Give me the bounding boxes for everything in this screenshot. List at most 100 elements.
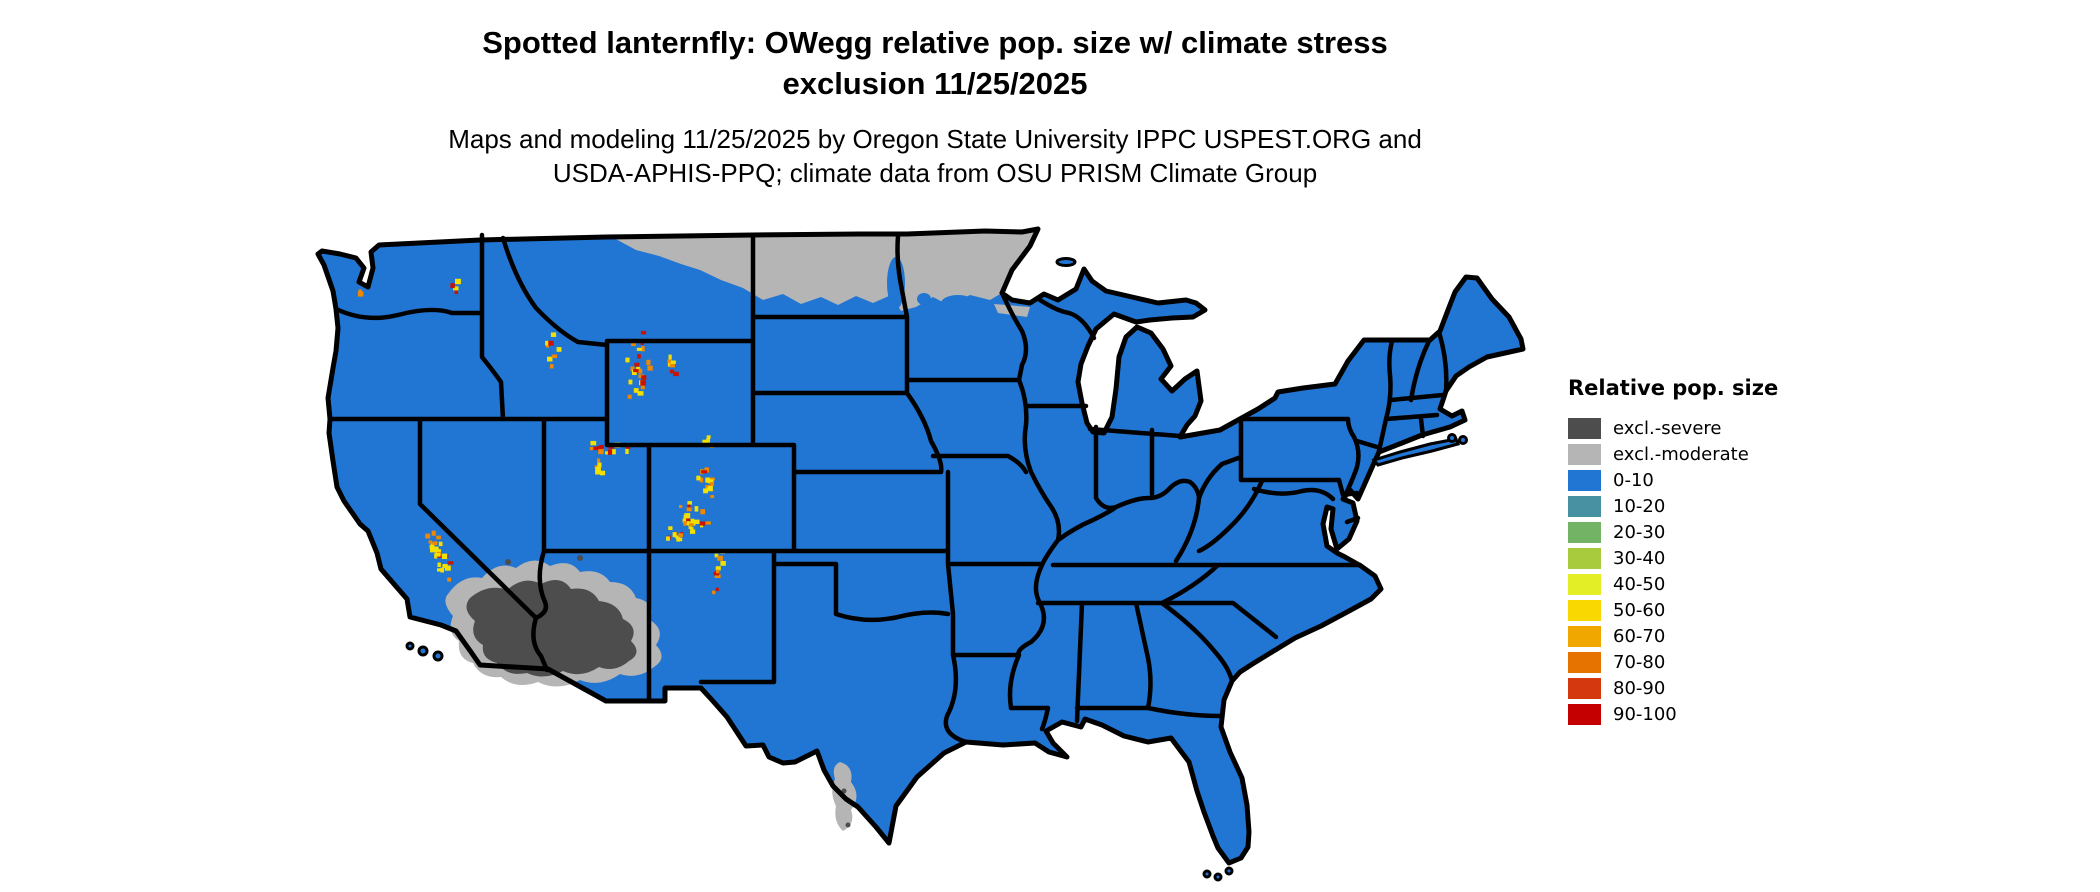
legend-item: 20-30 xyxy=(1568,519,1749,545)
hotspot-speckle xyxy=(605,451,611,455)
legend-item: 10-20 xyxy=(1568,493,1749,519)
hotspot-speckle xyxy=(600,470,606,476)
hotspot-speckle xyxy=(673,371,679,377)
hotspot-speckle xyxy=(666,536,670,541)
hotspot-speckle xyxy=(705,521,711,525)
exclusion-moderate-north-region xyxy=(612,229,1036,311)
hotspot-speckle xyxy=(713,571,720,576)
hotspot-speckle xyxy=(433,546,439,552)
hotspot-speckle xyxy=(441,553,448,559)
hotspot-speckle xyxy=(551,354,558,358)
hotspot-speckle xyxy=(430,547,436,553)
hotspot-speckle xyxy=(450,283,455,289)
hotspot-speckle xyxy=(686,518,691,523)
coastline-outline xyxy=(315,226,1526,866)
hotspot-speckle xyxy=(701,470,708,474)
legend-label: 0-10 xyxy=(1613,469,1654,491)
legend-swatch xyxy=(1568,521,1601,543)
hotspot-speckle xyxy=(640,380,646,386)
channel-island xyxy=(432,650,444,662)
legend-swatch xyxy=(1568,677,1601,699)
minnesota-lakes-pocket xyxy=(941,295,975,311)
legend-title: Relative pop. size xyxy=(1568,376,1779,400)
hotspot-speckle xyxy=(689,523,694,527)
hotspot-speckle xyxy=(597,446,603,451)
hotspot-speckle xyxy=(358,289,362,294)
hotspot-speckle xyxy=(706,487,710,491)
hotspot-speckle xyxy=(667,359,672,363)
hotspot-speckle xyxy=(678,533,683,537)
hotspot-speckle xyxy=(545,340,549,346)
hotspot-speckle xyxy=(646,359,651,366)
hotspot-speckle xyxy=(690,518,695,522)
hotspot-speckle xyxy=(714,553,719,558)
hotspot-speckle xyxy=(638,368,643,374)
hotspot-speckle xyxy=(699,521,706,526)
hotspot-speckle xyxy=(589,447,594,451)
florida-key xyxy=(1213,872,1223,882)
legend-item: 80-90 xyxy=(1568,675,1749,701)
legend-swatch xyxy=(1568,703,1601,725)
hotspot-speckle xyxy=(709,477,715,481)
hotspot-speckle xyxy=(598,449,604,455)
hotspot-speckle xyxy=(425,533,431,539)
hotspot-speckle xyxy=(435,552,441,557)
hotspot-speckle xyxy=(637,391,644,396)
hotspot-speckle xyxy=(696,475,701,481)
legend-label: 20-30 xyxy=(1613,521,1666,543)
hotspot-speckle xyxy=(595,470,601,475)
hotspot-speckle xyxy=(357,291,364,297)
hotspot-speckle xyxy=(428,540,433,544)
hotspot-speckle xyxy=(597,462,602,468)
hotspot-speckle xyxy=(668,354,672,360)
hotspot-speckle xyxy=(712,590,716,595)
hotspot-speckle xyxy=(703,488,708,494)
hotspot-speckle xyxy=(625,357,630,363)
hotspot-speckle xyxy=(432,541,438,545)
hotspot-speckle xyxy=(647,365,653,371)
hotspot-speckle xyxy=(702,439,708,444)
hotspot-speckle xyxy=(679,505,683,508)
hotspot-speckle xyxy=(640,385,645,390)
hotspot-speckle xyxy=(631,341,636,347)
legend-label: excl.-moderate xyxy=(1613,443,1749,465)
hotspot-speckle xyxy=(684,513,691,519)
hotspot-speckle xyxy=(686,521,690,526)
hotspot-speckle xyxy=(706,438,710,443)
hotspot-speckle xyxy=(633,369,639,373)
hotspot-speckle xyxy=(672,532,677,538)
hotspot-speckle xyxy=(676,537,683,542)
legend-label: 80-90 xyxy=(1613,677,1666,699)
hotspot-speckle xyxy=(683,515,687,519)
hotspot-speckle xyxy=(710,495,715,499)
hotspot-speckle xyxy=(590,440,597,446)
hotspot-speckle xyxy=(690,529,696,534)
legend-label: 60-70 xyxy=(1613,625,1666,647)
long-island xyxy=(1371,437,1461,467)
hotspot-speckle xyxy=(641,346,645,352)
hotspot-speckle xyxy=(636,366,641,370)
hotspot-speckle xyxy=(630,366,635,372)
hotspot-speckle xyxy=(692,520,698,524)
hotspot-speckle xyxy=(634,362,640,367)
hotspot-speckle xyxy=(454,288,458,295)
legend-label: 10-20 xyxy=(1613,495,1666,517)
hotspot-speckle xyxy=(705,485,710,489)
legend-label: 30-40 xyxy=(1613,547,1666,569)
legend-item: 30-40 xyxy=(1568,545,1749,571)
hotspot-speckle xyxy=(627,394,632,399)
hotspot-speckle xyxy=(556,347,562,352)
hotspot-speckle xyxy=(549,364,554,369)
legend-swatch xyxy=(1568,651,1601,673)
hotspot-speckle xyxy=(717,555,723,561)
hotspot-speckle xyxy=(548,340,554,346)
legend-label: 40-50 xyxy=(1613,573,1666,595)
hotspot-speckle xyxy=(709,482,715,486)
hotspot-speckle xyxy=(668,526,673,530)
exclusion-severe-speck xyxy=(577,555,583,561)
hotspot-speckle xyxy=(453,286,459,291)
exclusion-severe-speck xyxy=(505,559,511,565)
exclusion-severe-speck xyxy=(845,822,851,828)
channel-island xyxy=(417,645,429,657)
